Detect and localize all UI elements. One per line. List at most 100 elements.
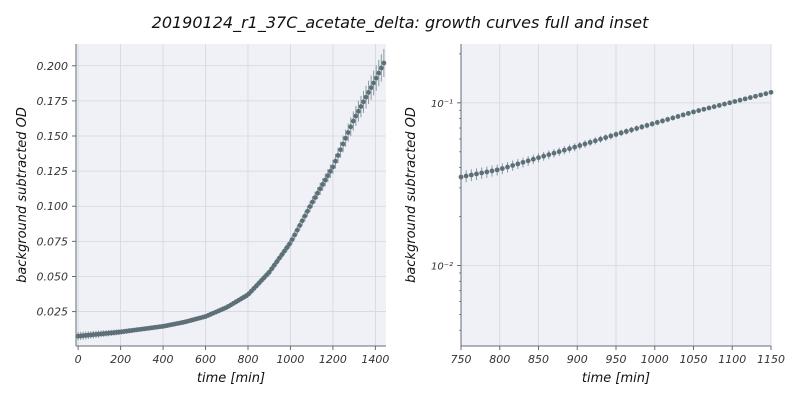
x-tick-label: 850: [528, 353, 549, 366]
data-point: [701, 106, 707, 112]
data-point: [381, 60, 387, 66]
data-point: [680, 112, 686, 118]
x-tick-label: 950: [606, 353, 627, 366]
data-point: [520, 159, 526, 165]
data-point: [525, 158, 531, 164]
y-tick-label: 0.050: [37, 270, 69, 283]
data-point: [727, 100, 733, 106]
data-point: [368, 85, 374, 91]
data-point: [577, 143, 583, 148]
data-point: [505, 164, 510, 170]
data-point: [654, 120, 660, 125]
data-point: [598, 136, 603, 142]
data-point: [536, 155, 541, 161]
data-point: [373, 75, 379, 81]
full-x-axis-label: time [min]: [197, 371, 265, 386]
data-point: [355, 108, 361, 114]
data-point: [468, 172, 474, 178]
data-point: [644, 123, 650, 128]
data-point: [348, 124, 354, 130]
data-point: [572, 144, 578, 150]
x-tick-label: 1400: [361, 353, 389, 366]
data-point: [299, 218, 305, 224]
y-tick-label: 0.175: [37, 95, 69, 108]
data-point: [297, 223, 303, 228]
x-tick-label: 600: [195, 353, 216, 366]
data-point: [670, 115, 676, 121]
data-point: [338, 147, 343, 153]
data-point: [305, 208, 310, 214]
data-point: [484, 169, 490, 175]
data-point: [675, 113, 681, 119]
data-point: [561, 147, 567, 153]
y-tick-label: 0.200: [37, 60, 69, 73]
data-point: [378, 65, 384, 71]
data-point: [742, 96, 748, 102]
data-point: [266, 269, 272, 275]
data-point: [274, 259, 280, 265]
y-tick-label: 10⁻¹: [431, 99, 453, 110]
data-point: [706, 105, 712, 111]
data-point: [587, 139, 593, 145]
full-gridlines: [76, 44, 386, 346]
x-tick-label: 750: [451, 353, 472, 366]
data-point: [350, 118, 356, 124]
data-point: [371, 80, 377, 86]
data-point: [546, 152, 552, 158]
data-point: [747, 95, 753, 100]
data-point: [758, 92, 764, 98]
inset-panel: 750 800 850 900 950 1000 1050 1100 115010⁻²10⁻¹ …: [404, 44, 785, 386]
data-point: [353, 113, 359, 119]
x-tick-label: 1100: [718, 353, 746, 366]
data-point: [269, 266, 275, 272]
x-tick-label: 900: [567, 353, 588, 366]
y-tick-label: 0.125: [37, 165, 69, 178]
data-point: [711, 104, 717, 110]
data-point: [623, 128, 629, 134]
full-data-points: [75, 48, 387, 341]
data-point: [499, 166, 505, 171]
data-point: [613, 131, 619, 137]
x-tick-label: 0: [75, 353, 82, 366]
data-point: [768, 89, 774, 95]
inset-x-axis-label: time [min]: [582, 371, 650, 386]
full-plot-area: [76, 44, 386, 346]
data-point: [556, 149, 562, 155]
data-point: [343, 135, 349, 141]
data-point: [530, 156, 536, 162]
data-point: [289, 237, 295, 243]
x-tick-label: 800: [237, 353, 258, 366]
data-point: [665, 116, 671, 122]
full-ticks: 0 200 400 600 800 1000 1200 1400 0.025 0.050 0.075…: [37, 60, 390, 366]
data-point: [277, 255, 282, 261]
data-point: [312, 195, 318, 200]
inset-ticks: 750 800 850 900 950 1000 1050 1100 1150 10⁻² 10⁻¹: [431, 53, 785, 366]
data-point: [649, 121, 655, 127]
data-point: [320, 182, 326, 187]
data-point: [603, 135, 609, 140]
data-point: [551, 150, 557, 156]
data-point: [592, 138, 598, 144]
data-point: [310, 199, 315, 205]
data-point: [463, 173, 469, 179]
data-point: [358, 104, 364, 109]
data-point: [330, 164, 336, 170]
data-point: [494, 167, 500, 173]
data-point: [333, 158, 338, 164]
y-tick-label: 0.075: [37, 235, 69, 248]
data-point: [763, 91, 769, 97]
inset-data-points: [458, 89, 774, 184]
x-tick-label: 1050: [680, 353, 708, 366]
data-point: [541, 153, 547, 159]
full-y-axis-label: background subtracted OD: [15, 107, 30, 283]
data-point: [282, 248, 287, 254]
data-point: [271, 262, 277, 268]
data-point: [515, 161, 521, 167]
data-point: [722, 101, 727, 107]
x-tick-label: 1000: [641, 353, 669, 366]
data-point: [753, 93, 758, 99]
data-point: [322, 177, 328, 183]
data-point: [685, 110, 691, 116]
data-point: [292, 232, 298, 238]
